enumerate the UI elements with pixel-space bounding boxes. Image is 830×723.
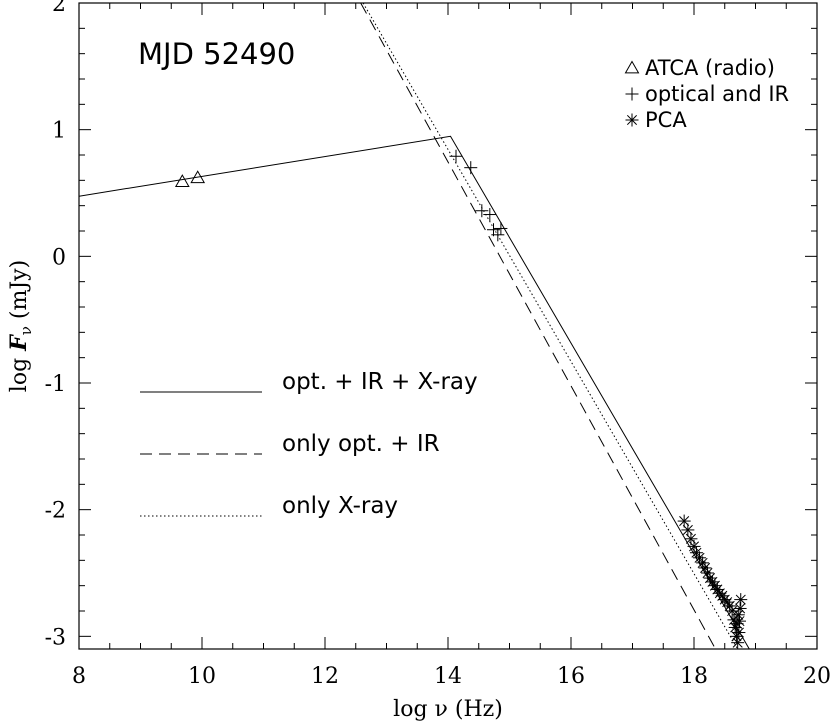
data-markers bbox=[174, 149, 748, 650]
asterisk-point bbox=[723, 599, 737, 613]
asterisk-point bbox=[731, 636, 745, 650]
legend-line-label: opt. + IR + X-ray bbox=[282, 369, 478, 395]
x-tick-label: 18 bbox=[680, 664, 708, 689]
y-axis-title-log: log bbox=[7, 351, 32, 392]
plus-point bbox=[483, 208, 497, 222]
x-tick-label: 8 bbox=[72, 664, 86, 689]
legend-marker-label: optical and IR bbox=[645, 82, 789, 106]
legend-triangle-icon bbox=[624, 60, 640, 74]
y-axis-title-f: F bbox=[6, 334, 32, 352]
plus-point bbox=[491, 228, 505, 242]
legend-lines: opt. + IR + X-ray only opt. + IR only X-ra… bbox=[140, 369, 478, 519]
asterisk-point bbox=[698, 561, 712, 575]
asterisk-point bbox=[732, 626, 746, 640]
x-tick-label: 10 bbox=[188, 664, 216, 689]
asterisk-point bbox=[731, 608, 745, 622]
y-tick-label: 2 bbox=[52, 0, 66, 17]
asterisk-point bbox=[725, 604, 739, 618]
plus-point bbox=[475, 204, 489, 218]
x-tick-label: 12 bbox=[311, 664, 339, 689]
plus-point bbox=[494, 221, 508, 235]
legend-asterisk-icon bbox=[625, 113, 639, 127]
y-axis-title-unit: (mJy) bbox=[7, 260, 32, 326]
x-tick-label: 16 bbox=[557, 664, 585, 689]
x-tick-label: 20 bbox=[803, 664, 830, 689]
y-tick-label: -3 bbox=[45, 625, 66, 650]
y-tick-label: 1 bbox=[52, 119, 66, 144]
y-tick-label: -2 bbox=[45, 499, 66, 524]
asterisk-point bbox=[677, 514, 691, 528]
asterisk-point bbox=[733, 601, 747, 615]
legend-line-label: only X-ray bbox=[282, 493, 398, 519]
legend-plus-icon bbox=[625, 87, 639, 101]
legend-marker-label: PCA bbox=[645, 108, 687, 132]
x-axis-title: log ν (Hz) bbox=[393, 697, 503, 722]
asterisk-point bbox=[720, 595, 734, 609]
y-tick-label: -1 bbox=[45, 372, 66, 397]
asterisk-point bbox=[693, 551, 707, 565]
asterisk-point bbox=[734, 593, 748, 607]
asterisk-point bbox=[701, 566, 715, 580]
y-axis-title: log Fν (mJy) bbox=[6, 260, 35, 392]
asterisk-point bbox=[730, 617, 744, 631]
model-line-dotted bbox=[362, 3, 739, 649]
triangle-point bbox=[174, 174, 190, 187]
legend-marker-label: ATCA (radio) bbox=[645, 56, 775, 80]
triangle-point bbox=[190, 170, 206, 184]
asterisk-point bbox=[689, 546, 703, 560]
plus-point bbox=[449, 149, 463, 163]
y-tick-label: 0 bbox=[52, 245, 66, 270]
model-lines bbox=[79, 3, 750, 649]
plus-point bbox=[464, 161, 478, 175]
asterisk-point bbox=[696, 556, 710, 570]
asterisk-point bbox=[681, 523, 695, 537]
axis-ticks bbox=[78, 2, 818, 649]
model-line-solid bbox=[79, 135, 750, 649]
legend-line-label: only opt. + IR bbox=[282, 431, 440, 457]
model-line-dashed bbox=[360, 3, 716, 649]
x-tick-label: 14 bbox=[434, 664, 462, 689]
y-axis-title-sub: ν bbox=[17, 326, 35, 335]
annotation-label: MJD 52490 bbox=[138, 37, 295, 71]
